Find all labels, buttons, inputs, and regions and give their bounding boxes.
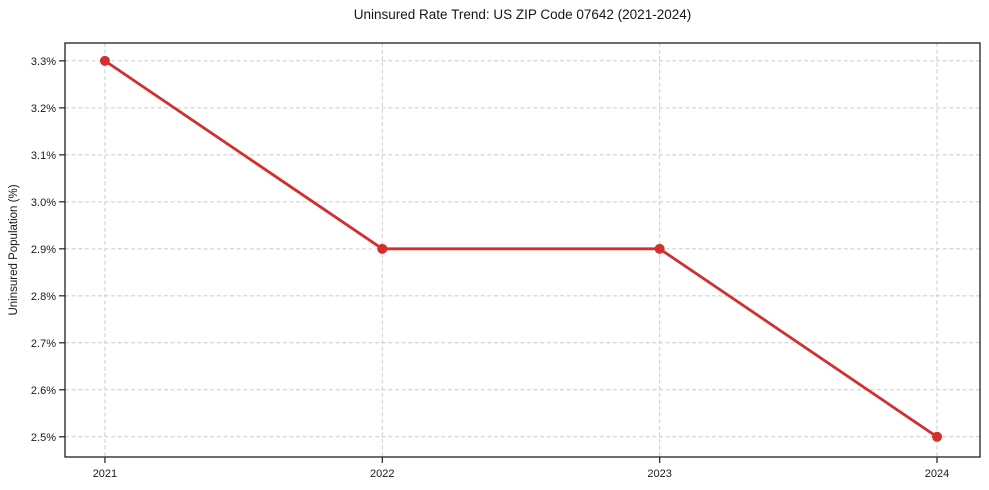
- y-tick-label: 2.6%: [31, 385, 56, 397]
- y-tick-label: 3.1%: [31, 150, 56, 162]
- data-point-marker: [654, 243, 665, 254]
- data-point-marker: [932, 431, 943, 442]
- x-tick-label: 2024: [925, 468, 949, 480]
- plot-border: [64, 42, 981, 458]
- data-point-marker: [99, 55, 110, 66]
- y-tick-label: 2.7%: [31, 338, 56, 350]
- x-tick-label: 2023: [647, 468, 671, 480]
- y-tick-label: 3.3%: [31, 56, 56, 68]
- trend-line: [103, 59, 939, 439]
- x-tick-label: 2021: [93, 468, 117, 480]
- y-tick-label: 3.0%: [31, 197, 56, 209]
- data-point-marker: [377, 243, 388, 254]
- y-tick-label: 2.9%: [31, 244, 56, 256]
- chart-title: Uninsured Rate Trend: US ZIP Code 07642 …: [353, 7, 692, 22]
- y-tick-label: 2.8%: [31, 291, 56, 303]
- x-tick-label: 2022: [370, 468, 394, 480]
- y-tick-label: 3.2%: [31, 103, 56, 115]
- y-tick-label: 2.5%: [31, 432, 56, 444]
